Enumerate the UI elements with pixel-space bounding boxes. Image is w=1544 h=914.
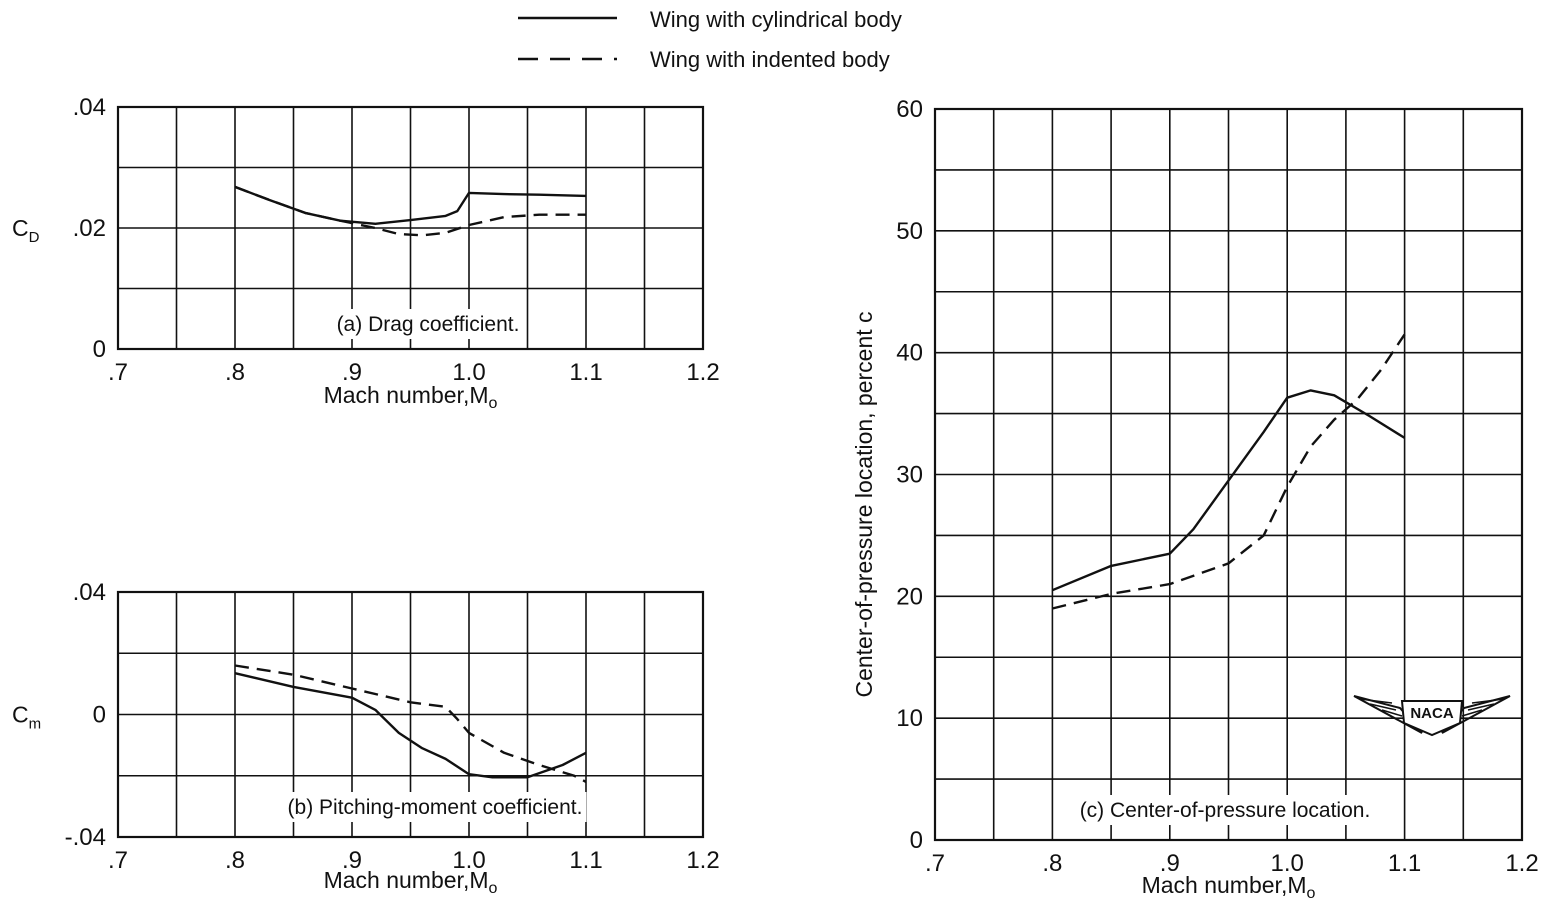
chart-b-caption-backdrop	[283, 792, 587, 822]
chart-c-x-tick-label: 1.2	[1505, 850, 1538, 877]
chart-c-y-tick-label: 30	[896, 462, 923, 489]
naca-badge-text: NACA	[1410, 705, 1453, 722]
chart-b-y-tick-label: 0	[93, 702, 106, 729]
chart-b-series-cylindrical-body-line	[234, 672, 587, 779]
legend-label-indented: Wing with indented body	[650, 47, 890, 72]
chart-c-y-axis-label: Center-of-pressure location, percent c	[851, 311, 877, 697]
chart-b-x-tick-label: 1.2	[686, 847, 719, 874]
chart-a-x-tick-label: 1.1	[569, 359, 602, 386]
chart-b-x-tick-label: .9	[342, 847, 362, 874]
chart-b-x-tick-label: .7	[108, 847, 128, 874]
chart-c-caption-backdrop	[1075, 795, 1375, 825]
chart-a-x-axis-label: Mach number,Mo	[324, 382, 498, 412]
chart-c-y-tick-label: 20	[896, 583, 923, 610]
chart-b-y-tick-label: -.04	[65, 824, 106, 851]
chart-a-x-tick-label: .8	[225, 359, 245, 386]
chart-c-x-tick-label: 1.0	[1271, 850, 1304, 877]
chart-a-y-tick-label: 0	[93, 336, 106, 363]
panel-pitching-moment-coefficient: .7 .8 .9 1.0 1.1 1.2 .04 0 -.04 Mach number,Mo Cm (…	[12, 579, 720, 897]
chart-a-y-axis-label: CD	[12, 215, 40, 246]
chart-a-caption: (a) Drag coefficient.	[337, 313, 520, 336]
chart-a-x-tick-label: 1.2	[686, 359, 719, 386]
naca-wing-left-feathers	[1359, 698, 1403, 717]
chart-b-x-tick-label: 1.0	[452, 847, 485, 874]
chart-c-y-tick-label: 0	[910, 827, 923, 854]
chart-c-x-axis-label: Mach number,Mo	[1142, 872, 1316, 902]
chart-c-y-tick-label: 40	[896, 340, 923, 367]
chart-a-y-tick-label: .04	[73, 94, 106, 121]
chart-a-frame	[116, 105, 705, 351]
chart-c-x-tick-label: .9	[1160, 850, 1180, 877]
chart-b-y-axis-label: Cm	[12, 702, 41, 733]
chart-c-y-tick-label: 10	[896, 705, 923, 732]
legend: Wing with cylindrical body Wing with ind…	[518, 7, 902, 72]
chart-c-y-tick-label: 60	[896, 96, 923, 123]
chart-c-series-indented-body-line	[1052, 333, 1406, 610]
chart-a-caption-backdrop	[332, 309, 524, 339]
chart-a-x-tick-label: .7	[108, 359, 128, 386]
chart-c-series-cylindrical-body-line	[1051, 389, 1406, 592]
naca-logo: NACA	[1353, 695, 1511, 737]
chart-c-caption: (c) Center-of-pressure location.	[1080, 799, 1371, 822]
panel-center-of-pressure: .7 .8 .9 1.0 1.1 1.2 60 50 40 30 20 10 0 Mach number,…	[851, 96, 1539, 902]
chart-b-series-indented-body-line	[234, 664, 587, 783]
chart-c-y-tick-label: 50	[896, 218, 923, 245]
chart-b-x-tick-label: 1.1	[569, 847, 602, 874]
legend-label-cylindrical: Wing with cylindrical body	[650, 7, 902, 32]
chart-b-x-tick-label: .8	[225, 847, 245, 874]
chart-a-y-tick-label: .02	[73, 215, 106, 242]
chart-b-caption: (b) Pitching-moment coefficient.	[288, 796, 583, 819]
chart-b-x-axis-label: Mach number,Mo	[324, 867, 498, 897]
chart-a-series-indented-body-line	[234, 185, 586, 237]
chart-a-x-tick-label: .9	[342, 359, 362, 386]
chart-b-y-tick-label: .04	[73, 579, 106, 606]
chart-a-x-tick-label: 1.0	[452, 359, 485, 386]
naca-shield	[1400, 700, 1464, 737]
naca-wing-right-feathers	[1461, 698, 1505, 717]
chart-c-frame	[933, 107, 1524, 842]
panel-drag-coefficient: .7 .8 .9 1.0 1.1 1.2 .04 .02 0 Mach number,Mo CD (a…	[12, 94, 720, 412]
chart-c-x-tick-label: 1.1	[1388, 850, 1421, 877]
chart-c-x-tick-label: .8	[1042, 850, 1062, 877]
chart-c-x-tick-label: .7	[925, 850, 945, 877]
chart-b-frame	[116, 590, 705, 839]
